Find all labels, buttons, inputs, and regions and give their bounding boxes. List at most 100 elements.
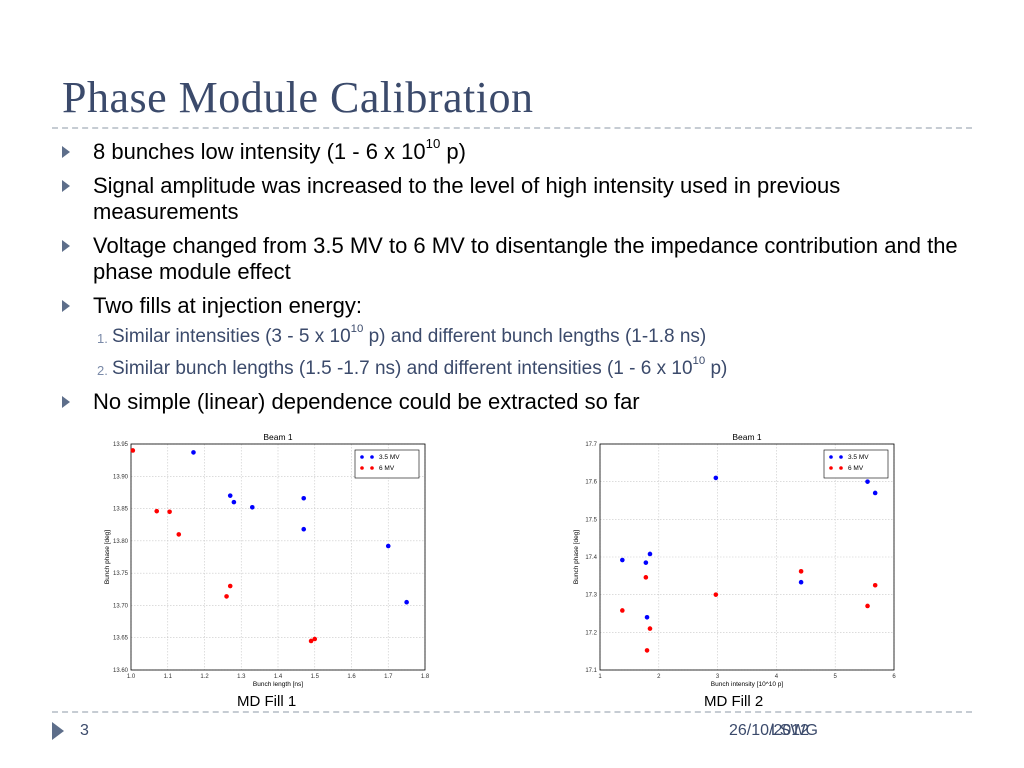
data-point [865, 603, 870, 609]
legend-marker [370, 466, 374, 470]
y-tick-label: 17.6 [585, 480, 597, 486]
data-point [130, 448, 136, 453]
y-tick-label: 13.75 [113, 571, 129, 577]
legend-label: 6 MV [379, 465, 395, 472]
data-point [865, 479, 870, 484]
sublist-superscript: 10 [350, 323, 364, 336]
legend-marker [360, 455, 364, 459]
chart-md-fill-1: Beam 1 1.0 1.1 1.2 1.3 1.4 1.5 1.6 1.7 1.8 13.60 13… [104, 432, 430, 688]
y-tick-label: 13.80 [113, 539, 129, 545]
legend-marker [829, 466, 833, 470]
y-tick-label: 13.65 [113, 636, 129, 642]
legend-box [354, 449, 420, 479]
legend-marker [360, 466, 364, 470]
x-tick-label: 1.1 [164, 674, 173, 680]
bullet-item: No simple (linear) dependence could be e… [62, 389, 962, 415]
x-tick-label: 4 [775, 674, 779, 680]
y-tick-label: 13.95 [113, 442, 129, 448]
data-point [404, 599, 409, 605]
data-point [154, 508, 160, 514]
legend-marker [839, 455, 843, 459]
x-tick-label: 1.3 [237, 674, 246, 680]
bullet-arrow-icon [62, 146, 70, 158]
bullet-arrow-icon [62, 180, 70, 192]
y-tick-label: 13.60 [113, 668, 129, 674]
data-point [647, 626, 653, 631]
sublist-text-pre: Similar bunch lengths (1.5 -1.7 ns) and … [112, 358, 693, 379]
data-point [191, 450, 196, 455]
bullet-list: 8 bunches low intensity (1 - 6 x 1010 p)… [62, 136, 962, 423]
sublist-number: 2. [97, 363, 108, 378]
data-point [713, 592, 719, 597]
data-point [249, 504, 255, 510]
x-tick-label: 1.7 [384, 674, 393, 680]
data-point [301, 495, 307, 501]
data-point [872, 490, 878, 496]
data-point [231, 499, 237, 505]
data-point [176, 532, 182, 537]
x-tick-label: 3 [716, 674, 720, 680]
legend-label: 3.5 MV [379, 454, 400, 461]
y-tick-label: 13.90 [113, 474, 129, 480]
footer-arrow-icon [52, 722, 64, 740]
bullet-superscript: 10 [425, 136, 441, 152]
chart-title: Beam 1 [263, 432, 293, 442]
legend-label: 3.5 MV [848, 454, 869, 461]
y-tick-label: 13.70 [113, 603, 129, 609]
bullet-text: Signal amplitude was increased to the le… [93, 173, 841, 224]
y-tick-label: 17.3 [585, 593, 597, 599]
legend-box [823, 449, 889, 479]
title-divider [52, 127, 972, 129]
x-tick-label: 5 [834, 674, 838, 680]
data-point [312, 636, 318, 642]
sublist-item: 1. Similar intensities (3 - 5 x 1010 p) a… [62, 323, 962, 349]
footer-date: 26/10/2012 [729, 722, 810, 739]
bullet-text: No simple (linear) dependence could be e… [93, 389, 640, 414]
x-axis-label: Bunch length [ns] [253, 681, 303, 688]
sublist-number: 1. [97, 331, 108, 346]
x-tick-label: 1.6 [347, 674, 356, 680]
x-tick-label: 1 [598, 674, 602, 680]
y-tick-label: 13.85 [113, 507, 129, 513]
sublist-item: 2. Similar bunch lengths (1.5 -1.7 ns) an… [62, 355, 962, 381]
data-point [227, 583, 233, 589]
data-point [385, 543, 391, 549]
x-tick-label: 6 [892, 674, 896, 680]
data-point [620, 608, 625, 613]
caption-md-fill-1: MD Fill 1 [237, 693, 297, 710]
sublist-text-post: p) [705, 358, 728, 379]
x-axis-label: Bunch intensity [10^10 p] [711, 681, 784, 688]
data-point [644, 614, 650, 620]
x-tick-label: 1.8 [421, 674, 430, 680]
sublist-superscript: 10 [692, 355, 706, 368]
y-axis-label: Bunch phase [deg] [104, 530, 111, 584]
bullet-arrow-icon [62, 240, 70, 252]
data-point [620, 557, 625, 563]
data-point [798, 579, 804, 585]
data-point [872, 582, 878, 588]
data-point [798, 569, 804, 574]
legend-label: 6 MV [848, 465, 864, 472]
bullet-item: Voltage changed from 3.5 MV to 6 MV to d… [62, 233, 962, 285]
numbered-sublist: 1. Similar intensities (3 - 5 x 1010 p) a… [93, 324, 962, 381]
plot-frame [130, 443, 426, 671]
data-point [643, 575, 649, 580]
bullet-arrow-icon [62, 300, 70, 312]
footer-divider [52, 711, 972, 713]
data-point [227, 493, 233, 498]
data-point [647, 551, 653, 557]
legend-marker [829, 455, 833, 459]
x-tick-label: 2 [657, 674, 661, 680]
sublist-text-post: p) and different bunch lengths (1-1.8 ns… [363, 326, 707, 347]
caption-md-fill-2: MD Fill 2 [704, 693, 764, 710]
page-number: 3 [80, 722, 89, 739]
y-tick-label: 17.5 [585, 517, 597, 523]
chart-md-fill-2: Beam 1 1 2 3 4 5 6 17.1 17.2 17.3 17.4 17.5 17.6 17.7… [573, 432, 896, 688]
legend-marker [370, 455, 374, 459]
data-point [644, 648, 650, 653]
bullet-text: Voltage changed from 3.5 MV to 6 MV to d… [93, 233, 958, 284]
data-point [224, 594, 229, 599]
x-tick-label: 1.0 [127, 674, 136, 680]
footer-org: LSWG [770, 722, 818, 739]
plot-frame [599, 443, 895, 671]
